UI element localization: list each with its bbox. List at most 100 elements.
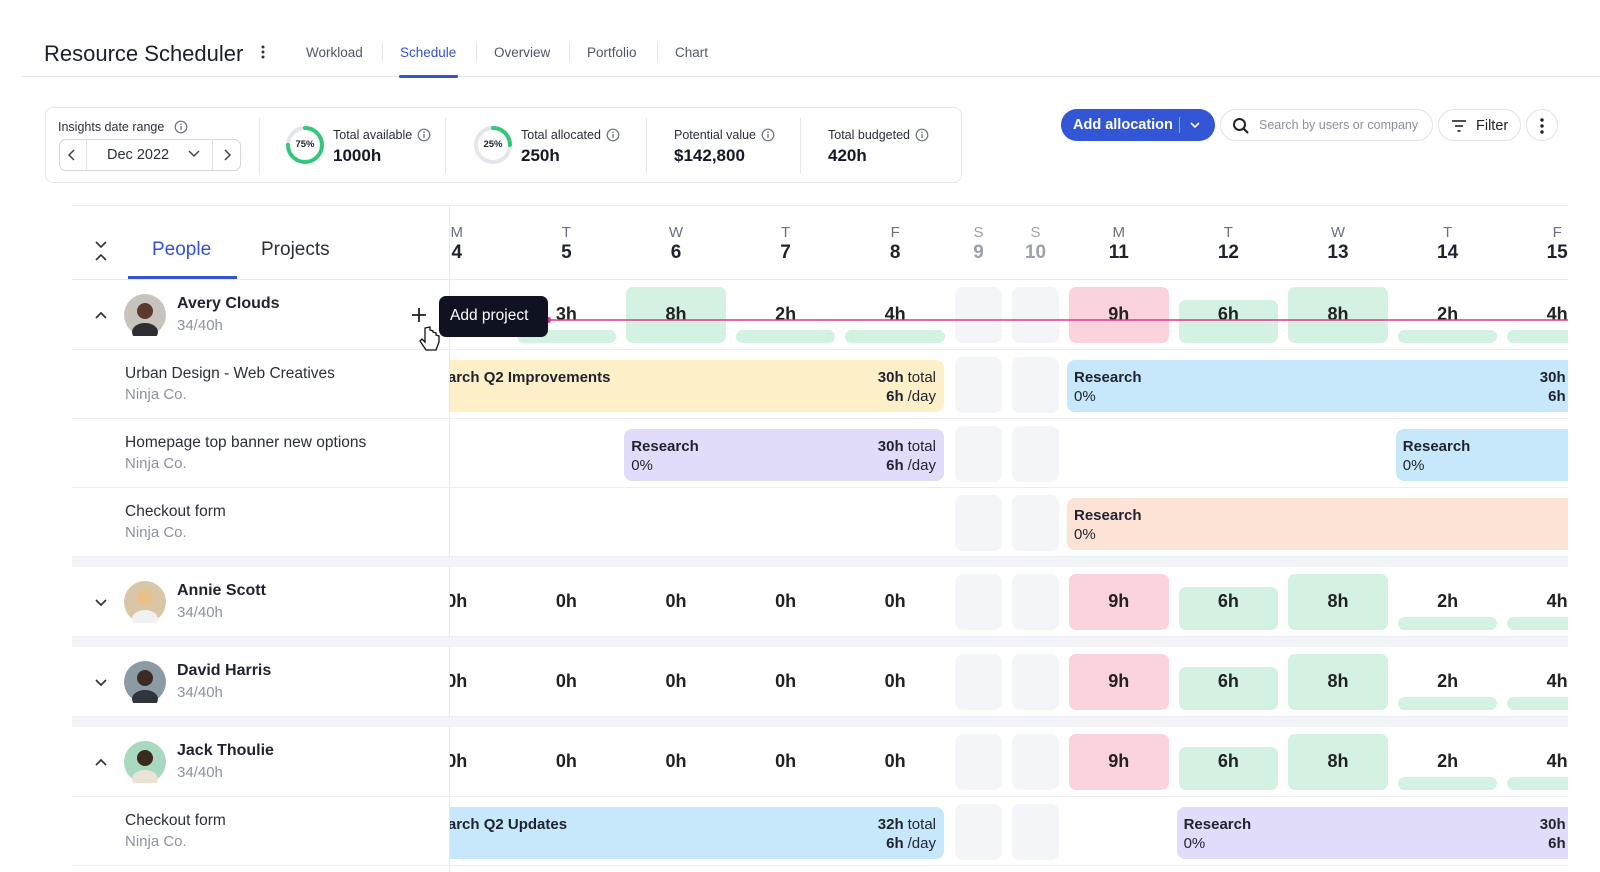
allocation-title: Research Q2 Improvements — [450, 369, 611, 386]
date-select[interactable] — [59, 139, 241, 171]
hours-label: 2h — [1437, 751, 1459, 771]
add-project-button[interactable] — [409, 305, 429, 325]
search-box[interactable]: Search by users or company — [1220, 109, 1433, 141]
more-button[interactable] — [1526, 109, 1558, 141]
load-cell — [845, 330, 945, 343]
weekday-label: F — [1552, 224, 1562, 241]
person-name[interactable]: Jack Thoulie — [177, 742, 274, 759]
nav-tab[interactable]: Schedule — [400, 45, 457, 60]
amount: 30h — [877, 438, 904, 455]
day-number: 13 — [1327, 242, 1349, 263]
project-company: Ninja Co. — [125, 833, 187, 850]
month-dropdown[interactable] — [187, 149, 201, 159]
nav-tab[interactable]: Workload — [306, 45, 363, 60]
ring-arc — [286, 126, 324, 164]
allocation-title: Research — [1074, 507, 1142, 524]
weekend-cell — [1012, 357, 1059, 413]
button-dropdown[interactable] — [1189, 121, 1201, 130]
hours-label: 0h — [884, 591, 906, 611]
grid-top-border — [72, 205, 1568, 206]
allocation-progress: 0% — [1074, 388, 1096, 405]
unit: /day — [907, 835, 936, 852]
hours-label: 2h — [1437, 671, 1459, 691]
day-number: 4 — [451, 242, 463, 263]
hours-label: 9h — [1108, 304, 1130, 324]
filter-icon — [1452, 120, 1466, 132]
project-name[interactable]: Urban Design - Web Creatives — [125, 365, 335, 382]
day-number: 6 — [670, 242, 682, 263]
hours-label: 0h — [665, 751, 687, 771]
add-allocation-button[interactable]: Add allocation — [1061, 109, 1215, 141]
hours-label: 8h — [1327, 671, 1349, 691]
hours-label: 0h — [775, 591, 797, 611]
menu-icon[interactable] — [259, 45, 267, 59]
expand-toggle[interactable] — [94, 310, 108, 321]
stat-divider — [646, 118, 647, 174]
date-divider — [212, 140, 213, 170]
nav-tab[interactable]: Overview — [494, 45, 551, 60]
hours-label: 0h — [555, 751, 577, 771]
row-border — [72, 556, 1568, 557]
hours-label: 2h — [775, 304, 797, 324]
view-tab[interactable]: People — [152, 239, 212, 260]
allocation-per-day: 6h/day — [886, 457, 936, 474]
load-cell — [1178, 667, 1279, 710]
filter-button[interactable]: Filter — [1438, 109, 1521, 141]
amount: 30h — [1539, 816, 1566, 833]
nav-tab[interactable]: Chart — [675, 45, 709, 60]
load-cell — [1397, 617, 1498, 630]
search-placeholder: Search by users or company — [1259, 118, 1419, 132]
project-name[interactable]: Homepage top banner new options — [125, 434, 367, 451]
amount: 30h — [877, 369, 904, 386]
load-cell — [1397, 330, 1498, 343]
group-gap — [72, 717, 1568, 727]
weekday-label: F — [890, 224, 900, 241]
hours-label: 0h — [665, 671, 687, 691]
expand-toggle[interactable] — [94, 597, 108, 608]
load-cell — [1397, 697, 1498, 710]
expand-toggle[interactable] — [94, 677, 108, 688]
project-name[interactable]: Checkout form — [125, 812, 226, 829]
expand-toggle[interactable] — [94, 757, 108, 768]
person-name[interactable]: David Harris — [177, 662, 272, 679]
weekend-cell — [955, 495, 1002, 551]
ring-label: 25% — [483, 139, 503, 150]
progress-ring — [286, 126, 324, 164]
collapse-all[interactable] — [94, 240, 108, 262]
weekday-label: T — [1223, 224, 1233, 241]
hours-label: 0h — [555, 671, 577, 691]
prev-month[interactable] — [66, 148, 78, 162]
hours-label: 0h — [665, 591, 687, 611]
allocation-progress: 0% — [1074, 526, 1096, 543]
project-name[interactable]: Checkout form — [125, 503, 226, 520]
next-month[interactable] — [221, 148, 233, 162]
unit: total — [907, 438, 936, 455]
weekend-cell — [1012, 804, 1059, 860]
weekday-label: S — [1030, 224, 1041, 241]
day-number: 5 — [561, 242, 572, 263]
nav-tab[interactable]: Portfolio — [587, 45, 637, 60]
load-cell — [1507, 617, 1568, 630]
person-name[interactable]: Avery Clouds — [177, 295, 280, 312]
stat-label: Total available — [333, 128, 413, 142]
day-number: 11 — [1108, 242, 1129, 263]
weekday-label: W — [1330, 224, 1346, 241]
hours-label: 8h — [1327, 591, 1349, 611]
view-tab-underline — [128, 276, 237, 279]
allocation-bar[interactable]: Research 0% — [1395, 429, 1568, 481]
view-tab[interactable]: Projects — [261, 239, 330, 260]
day-number: 7 — [780, 242, 791, 263]
tab-separator — [657, 42, 658, 62]
group-gap — [72, 557, 1568, 567]
load-cell — [1397, 777, 1498, 790]
load-cell — [1178, 747, 1279, 790]
person-name[interactable]: Annie Scott — [177, 582, 266, 599]
load-cell — [1069, 574, 1169, 630]
avatar — [124, 581, 166, 623]
